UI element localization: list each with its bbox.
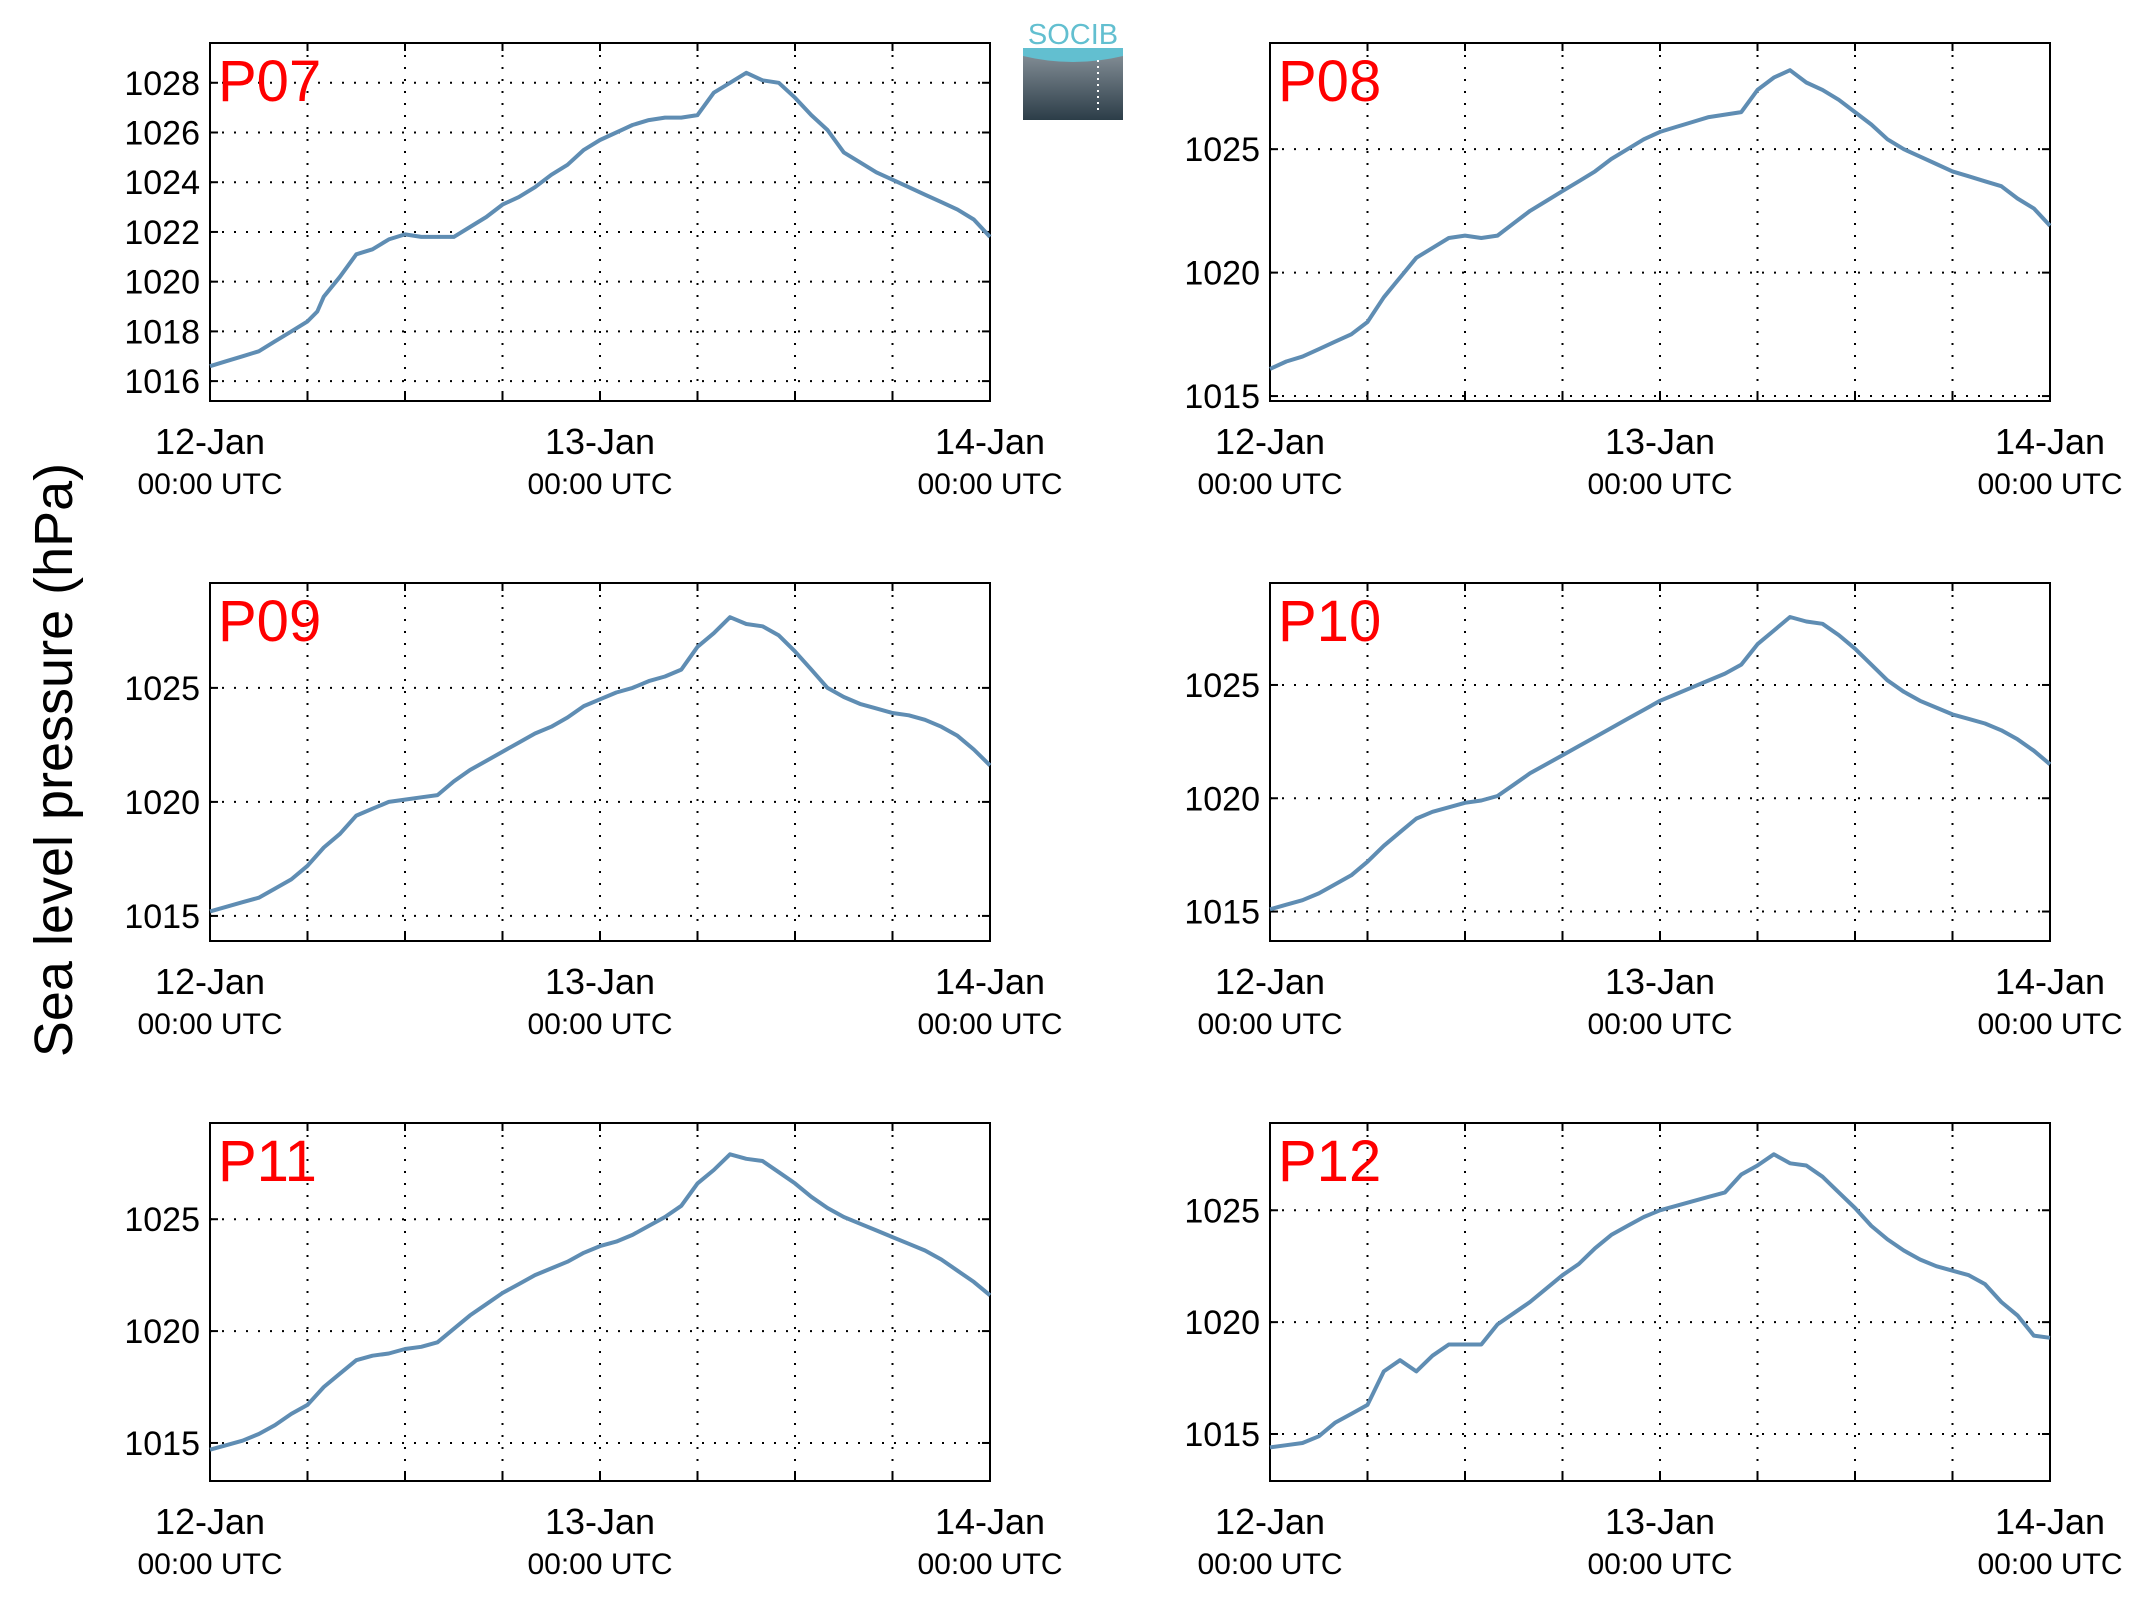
y-tick-label: 1026 [124, 115, 200, 153]
x-tick-label-time: 00:00 UTC [1197, 468, 1342, 501]
x-tick-label-date: 12-Jan [155, 961, 265, 1002]
y-tick-label: 1025 [1184, 131, 1260, 169]
x-tick-label-time: 00:00 UTC [1197, 1008, 1342, 1041]
x-tick-label-time: 00:00 UTC [1587, 468, 1732, 501]
x-tick-label-time: 00:00 UTC [1197, 1548, 1342, 1581]
x-tick-label-date: 13-Jan [545, 421, 655, 462]
y-tick-label: 1015 [1184, 894, 1260, 932]
x-tick-label-time: 00:00 UTC [917, 1008, 1062, 1041]
x-tick-label-date: 13-Jan [1605, 961, 1715, 1002]
y-tick-label: 1015 [1184, 378, 1260, 416]
x-tick-label-date: 14-Jan [935, 961, 1045, 1002]
y-tick-label: 1024 [124, 164, 200, 202]
pressure-series-line [1269, 68, 2052, 371]
pressure-series-line [1269, 615, 2052, 912]
x-tick-label-date: 14-Jan [935, 1501, 1045, 1542]
x-tick-label-time: 00:00 UTC [917, 1548, 1062, 1581]
pressure-series-line [1269, 1152, 2051, 1450]
socib-logo: SOCIB [1023, 19, 1123, 120]
y-tick-label: 1020 [124, 264, 200, 302]
y-tick-label: 1020 [1184, 255, 1260, 293]
y-tick-label: 1015 [124, 898, 200, 936]
x-tick-label-time: 00:00 UTC [527, 1008, 672, 1041]
x-tick-label-date: 12-Jan [1215, 421, 1325, 462]
chart-panel-p09: 1015 1020 1025 12-Jan 00:00 UTC 13-Jan 00:00 U… [124, 582, 1063, 1041]
y-tick-label: 1018 [124, 313, 200, 351]
x-tick-label-date: 13-Jan [1605, 421, 1715, 462]
panel-label: P12 [1278, 1129, 1381, 1194]
x-tick-label-date: 14-Jan [935, 421, 1045, 462]
x-tick-label-time: 00:00 UTC [137, 1008, 282, 1041]
pressure-series-line [209, 1152, 992, 1452]
y-tick-label: 1025 [124, 1201, 200, 1239]
panel-label: P07 [218, 49, 321, 114]
x-tick-label-time: 00:00 UTC [527, 468, 672, 501]
pressure-series-line [209, 70, 992, 369]
x-tick-label-date: 12-Jan [1215, 961, 1325, 1002]
x-tick-label-time: 00:00 UTC [1977, 1548, 2122, 1581]
x-tick-label-time: 00:00 UTC [1977, 468, 2122, 501]
x-tick-label-date: 12-Jan [1215, 1501, 1325, 1542]
x-tick-label-date: 13-Jan [545, 961, 655, 1002]
panel-label: P08 [1278, 49, 1381, 114]
chart-panel-p07: 1016 1018 1020 1022 1024 1026 1028 12-Jan 00:00 … [124, 42, 1063, 501]
x-tick-label-time: 00:00 UTC [137, 468, 282, 501]
y-tick-label: 1025 [1184, 667, 1260, 705]
y-axis-label: Sea level pressure (hPa) [24, 463, 84, 1057]
x-tick-label-date: 13-Jan [545, 1501, 655, 1542]
logo-wave-icon [1023, 48, 1123, 62]
x-tick-label-date: 12-Jan [155, 421, 265, 462]
panel-label: P10 [1278, 589, 1381, 654]
chart-panel-p12: 1015 1020 1025 12-Jan 00:00 UTC 13-Jan 00:00 U… [1184, 1122, 2123, 1581]
panels: 1016 1018 1020 1022 1024 1026 1028 12-Jan 00:00 … [124, 42, 2123, 1581]
x-tick-label-date: 13-Jan [1605, 1501, 1715, 1542]
y-tick-label: 1028 [124, 65, 200, 103]
y-tick-label: 1015 [124, 1425, 200, 1463]
y-tick-label: 1020 [124, 784, 200, 822]
pressure-series-line [209, 615, 992, 914]
x-tick-label-date: 12-Jan [155, 1501, 265, 1542]
chart-panel-p10: 1015 1020 1025 12-Jan 00:00 UTC 13-Jan 00:00 U… [1184, 582, 2123, 1041]
x-tick-label-time: 00:00 UTC [1977, 1008, 2122, 1041]
panel-label: P09 [218, 589, 321, 654]
x-tick-label-time: 00:00 UTC [137, 1548, 282, 1581]
chart-panel-p11: 1015 1020 1025 12-Jan 00:00 UTC 13-Jan 00:00 U… [124, 1122, 1063, 1581]
x-tick-label-date: 14-Jan [1995, 421, 2105, 462]
x-tick-label-time: 00:00 UTC [527, 1548, 672, 1581]
logo-text: SOCIB [1028, 19, 1118, 51]
x-tick-label-time: 00:00 UTC [1587, 1548, 1732, 1581]
y-tick-label: 1015 [1184, 1416, 1260, 1454]
chart-panel-p08: 1015 1020 1025 12-Jan 00:00 UTC 13-Jan 00:00 U… [1184, 42, 2123, 501]
y-tick-label: 1022 [124, 214, 200, 252]
y-tick-label: 1020 [1184, 780, 1260, 818]
y-tick-label: 1025 [1184, 1192, 1260, 1230]
x-tick-label-date: 14-Jan [1995, 961, 2105, 1002]
y-tick-label: 1020 [1184, 1304, 1260, 1342]
y-tick-label: 1016 [124, 363, 200, 401]
x-tick-label-time: 00:00 UTC [917, 468, 1062, 501]
x-tick-label-time: 00:00 UTC [1587, 1008, 1732, 1041]
y-tick-label: 1025 [124, 670, 200, 708]
y-tick-label: 1020 [124, 1313, 200, 1351]
panel-label: P11 [218, 1129, 317, 1194]
x-tick-label-date: 14-Jan [1995, 1501, 2105, 1542]
